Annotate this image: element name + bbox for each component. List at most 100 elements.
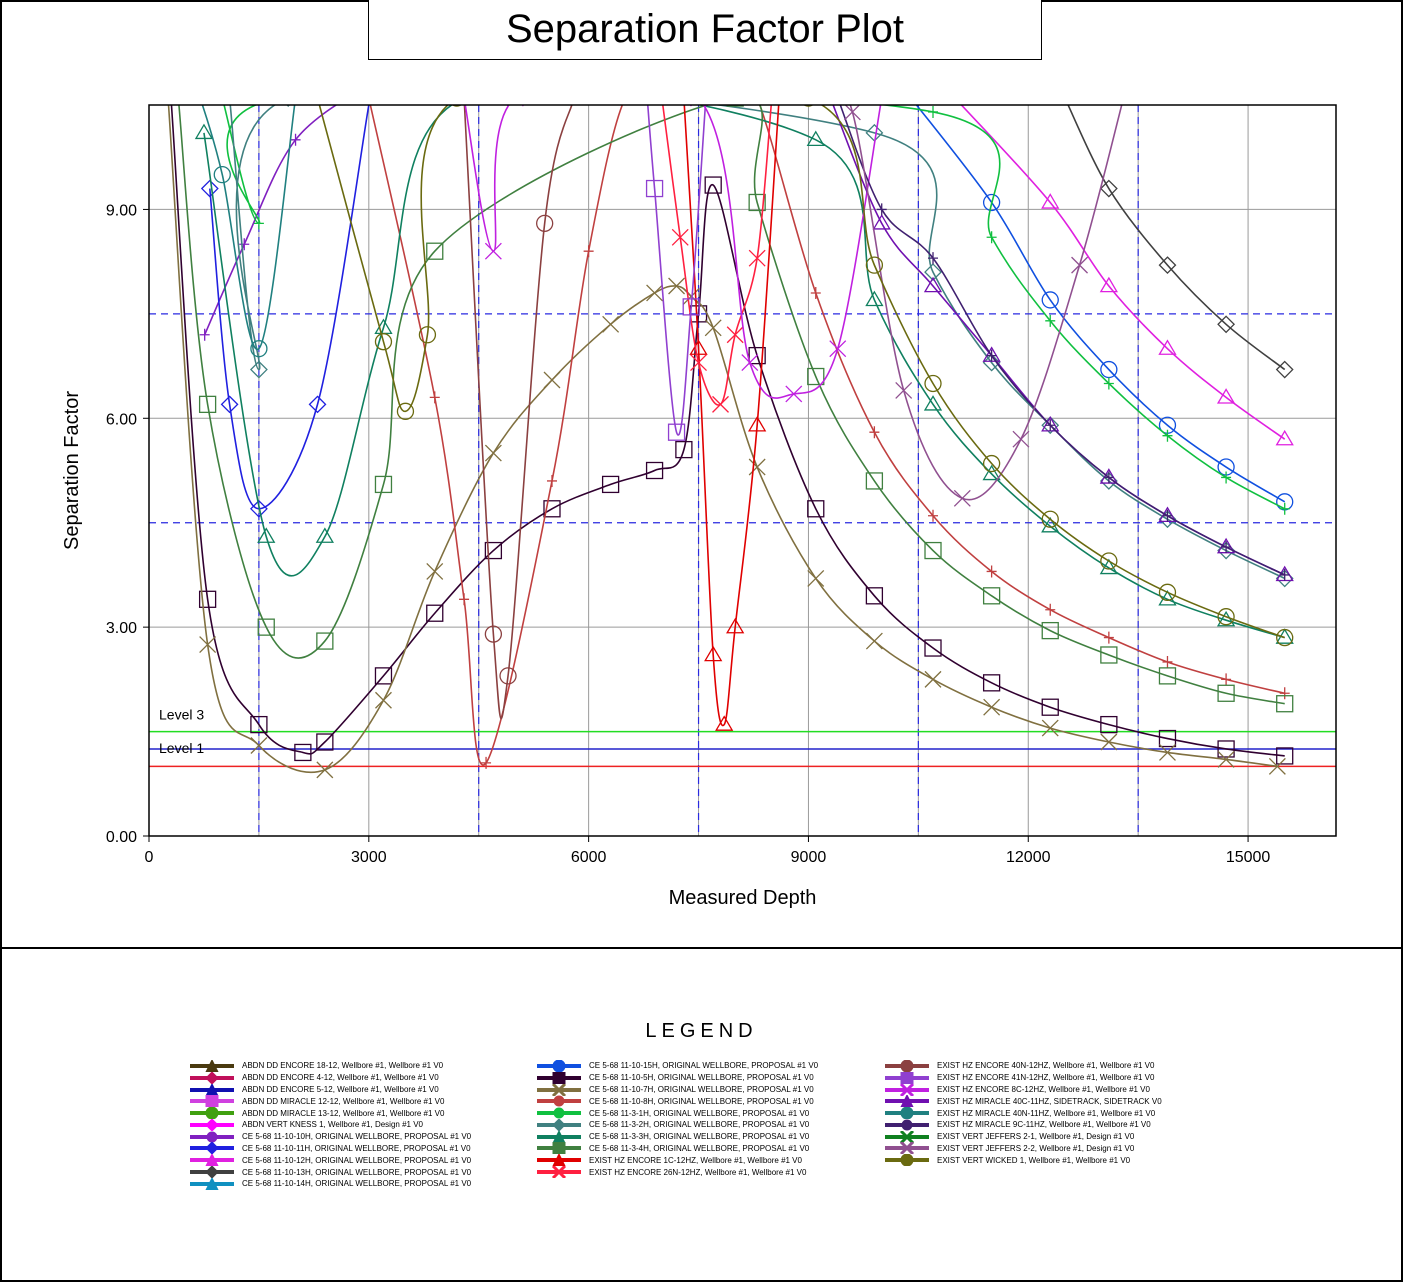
data-point <box>1162 429 1173 442</box>
data-point <box>1217 684 1235 702</box>
legend-swatch <box>190 1059 234 1072</box>
data-point <box>748 346 766 365</box>
data-point <box>986 231 997 244</box>
legend-item: EXIST HZ ENCORE 26N-12HZ, Wellbore #1, W… <box>537 1166 818 1179</box>
legend-column: EXIST HZ ENCORE 40N-12HZ, Wellbore #1, W… <box>885 1059 1162 1167</box>
data-point <box>1217 608 1235 626</box>
legend-item: CE 5-68 11-3-3H, ORIGINAL WELLBORE, PROP… <box>537 1130 818 1143</box>
data-point <box>396 402 415 420</box>
data-point <box>375 691 392 709</box>
series-line <box>170 105 1285 757</box>
data-point <box>418 326 437 344</box>
x-tick-label: 12000 <box>1006 849 1051 866</box>
data-point <box>1100 715 1118 734</box>
legend-item: EXIST HZ MIRACLE 9C-11HZ, Wellbore #1, W… <box>885 1119 1162 1131</box>
data-point <box>982 353 1001 372</box>
data-point <box>499 667 517 685</box>
series-line <box>915 105 1286 503</box>
series-line <box>683 105 780 727</box>
data-point <box>1041 719 1059 737</box>
data-point <box>1041 510 1059 528</box>
data-point <box>1275 429 1294 446</box>
legend-item: CE 5-68 11-10-14H, ORIGINAL WELLBORE, PR… <box>190 1177 472 1190</box>
legend-swatch <box>885 1154 929 1167</box>
data-point <box>1159 743 1176 761</box>
data-point <box>928 509 939 522</box>
legend-column: CE 5-68 11-10-15H, ORIGINAL WELLBORE, PR… <box>537 1059 819 1179</box>
data-point <box>1099 179 1118 198</box>
data-point <box>1041 193 1060 209</box>
data-point <box>924 263 942 282</box>
legend-label: CE 5-68 11-3-2H, ORIGINAL WELLBORE, PROP… <box>589 1120 810 1130</box>
legend-marker <box>900 1059 914 1072</box>
data-point <box>726 326 744 344</box>
legend-swatch <box>537 1071 581 1084</box>
legend-marker <box>552 1154 566 1167</box>
data-point <box>667 423 686 441</box>
data-point <box>865 256 884 274</box>
legend-label: EXIST VERT WICKED 1, Wellbore #1, Wellbo… <box>937 1155 1131 1165</box>
data-point <box>810 286 821 299</box>
data-point <box>316 761 334 779</box>
data-point <box>294 743 312 762</box>
series-line <box>1067 105 1286 371</box>
data-point <box>869 426 880 439</box>
series-ce-5-68-11-3-1h <box>223 105 1290 515</box>
legend-label: CE 5-68 11-10-12H, ORIGINAL WELLBORE, PR… <box>242 1155 472 1165</box>
data-point <box>249 360 268 379</box>
data-point <box>250 715 268 734</box>
data-point <box>715 715 734 731</box>
data-point <box>239 238 250 251</box>
legend-marker <box>552 1142 566 1155</box>
data-point <box>543 500 561 518</box>
legend-item: EXIST HZ ENCORE 41N-12HZ, Wellbore #1, W… <box>885 1071 1162 1084</box>
data-point <box>953 489 971 507</box>
data-point <box>546 474 557 487</box>
plot-area <box>167 105 1294 779</box>
legend-marker <box>205 1142 219 1155</box>
data-point <box>250 340 268 358</box>
legend-marker <box>553 1095 565 1107</box>
data-point <box>601 475 620 494</box>
data-point <box>712 395 729 413</box>
data-point <box>1045 603 1056 616</box>
legend-marker <box>552 1071 566 1084</box>
data-point <box>315 527 334 543</box>
data-point <box>426 242 444 260</box>
series-exist-hz-encore-41n-12hz <box>645 105 707 441</box>
data-point <box>374 333 393 351</box>
legend-marker <box>552 1059 566 1072</box>
data-point <box>1217 740 1235 758</box>
series-line <box>203 105 338 336</box>
data-point <box>1279 502 1290 515</box>
data-point <box>1217 315 1236 334</box>
data-point <box>1103 471 1114 484</box>
data-point <box>1221 471 1232 484</box>
series-line <box>178 105 1285 705</box>
legend-label: EXIST HZ ENCORE 26N-12HZ, Wellbore #1, W… <box>589 1167 807 1177</box>
data-point <box>1158 256 1177 275</box>
data-point <box>1158 339 1177 355</box>
data-point <box>748 193 766 212</box>
legend-item: ABDN DD ENCORE 18-12, Wellbore #1, Wellb… <box>190 1059 471 1072</box>
x-axis-label: Measured Depth <box>669 887 817 909</box>
legend-swatch <box>537 1095 581 1107</box>
legend-label: CE 5-68 11-10-15H, ORIGINAL WELLBORE, PR… <box>589 1061 819 1071</box>
data-point <box>646 284 664 302</box>
legend-swatch <box>190 1177 234 1190</box>
data-point <box>1268 757 1286 775</box>
data-point <box>1100 552 1118 570</box>
data-point <box>689 339 708 355</box>
data-point <box>1045 314 1056 327</box>
data-point <box>748 249 766 267</box>
data-point <box>459 593 470 606</box>
data-point <box>250 737 268 754</box>
legend-label: CE 5-68 11-10-14H, ORIGINAL WELLBORE, PR… <box>242 1179 472 1189</box>
legend-marker <box>552 1118 566 1131</box>
legend-item: CE 5-68 11-10-15H, ORIGINAL WELLBORE, PR… <box>537 1059 819 1072</box>
data-point <box>924 541 942 560</box>
data-point <box>253 217 264 230</box>
x-tick-label: 3000 <box>351 849 387 866</box>
legend-item: ABDN VERT KNESS 1, Wellbore #1, Design #… <box>190 1118 471 1131</box>
